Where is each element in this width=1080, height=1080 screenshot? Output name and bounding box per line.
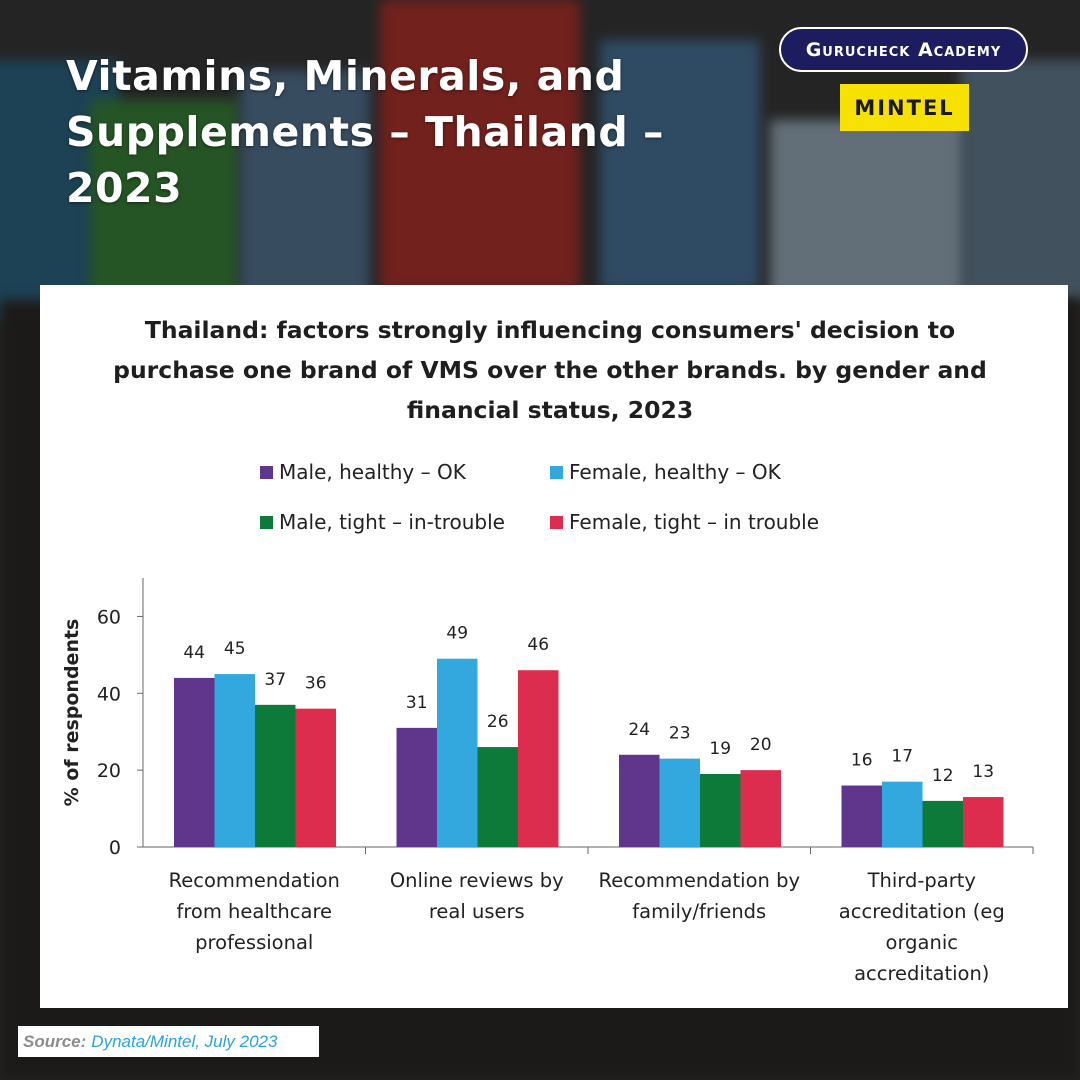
data-label: 20 [750, 735, 772, 755]
bar [174, 677, 215, 847]
legend-swatch [550, 515, 563, 529]
data-label: 36 [305, 674, 327, 694]
bar [963, 797, 1004, 847]
y-tick-label: 0 [109, 837, 121, 859]
bar [841, 785, 882, 847]
source-note: Source: Dynata/Mintel, July 2023 [18, 1026, 319, 1057]
bar [295, 708, 336, 847]
x-category-label: Online reviews by real users [390, 869, 564, 923]
bar [659, 758, 700, 847]
data-label: 37 [264, 670, 286, 690]
bar [882, 781, 923, 847]
chart-title: Thailand: factors strongly influencing c… [113, 316, 987, 424]
source-text: Dynata/Mintel, July 2023 [91, 1031, 278, 1051]
bar [740, 770, 781, 847]
data-label: 45 [224, 639, 246, 659]
data-label: 46 [527, 635, 549, 655]
data-label: 13 [972, 762, 994, 782]
y-tick-label: 20 [97, 760, 121, 782]
legend-label: Female, tight – in trouble [569, 510, 820, 534]
data-label: 49 [446, 624, 468, 644]
bar [518, 670, 559, 847]
chart-panel: Thailand: factors strongly influencing c… [40, 285, 1068, 1008]
legend-label: Female, healthy – OK [569, 460, 781, 484]
y-axis-label: % of respondents [61, 619, 83, 807]
bar [922, 800, 963, 847]
page-title: Vitamins, Minerals, and Supplements – Th… [66, 52, 664, 212]
bar [700, 773, 741, 847]
data-label: 31 [406, 693, 428, 713]
bar [214, 674, 255, 847]
legend-item-female-tight: Female, tight – in trouble [550, 510, 819, 534]
bar [619, 754, 660, 847]
x-category-label: Recommendation by family/friends [599, 869, 800, 923]
y-tick-label: 40 [97, 683, 121, 705]
legend-item-male-tight: Male, tight – in-trouble [260, 510, 505, 534]
bar [477, 747, 518, 847]
legend-label: Male, tight – in-trouble [279, 510, 505, 534]
data-label: 23 [669, 724, 691, 744]
bar [437, 658, 478, 847]
data-label: 26 [487, 712, 509, 732]
bar [255, 704, 296, 847]
legend-swatch [550, 465, 563, 479]
data-label: 17 [891, 747, 913, 767]
source-label: Source: [23, 1031, 87, 1051]
legend-swatch [260, 515, 273, 529]
data-label: 44 [183, 643, 205, 663]
data-label: 19 [709, 739, 731, 759]
legend-label: Male, healthy – OK [279, 460, 466, 484]
mintel-logo: MINTEL [840, 84, 969, 131]
legend-item-female-healthy: Female, healthy – OK [550, 460, 781, 484]
legend-item-male-healthy: Male, healthy – OK [260, 460, 466, 484]
bar [396, 727, 437, 847]
x-category-label: Third-party accreditation (eg organic accre… [839, 869, 1005, 985]
data-label: 16 [851, 751, 873, 771]
data-label: 12 [932, 766, 954, 786]
brand-badge: Gurucheck Academy [779, 27, 1028, 72]
x-category-label: Recommendation from healthcare professiona… [169, 869, 340, 954]
y-tick-label: 60 [97, 606, 121, 628]
bar-chart: 0 20 40 60 % of respondents 44 45 37 36 31 49 26 46 2… [61, 578, 1034, 985]
data-label: 24 [628, 720, 650, 740]
legend-swatch [260, 465, 273, 479]
